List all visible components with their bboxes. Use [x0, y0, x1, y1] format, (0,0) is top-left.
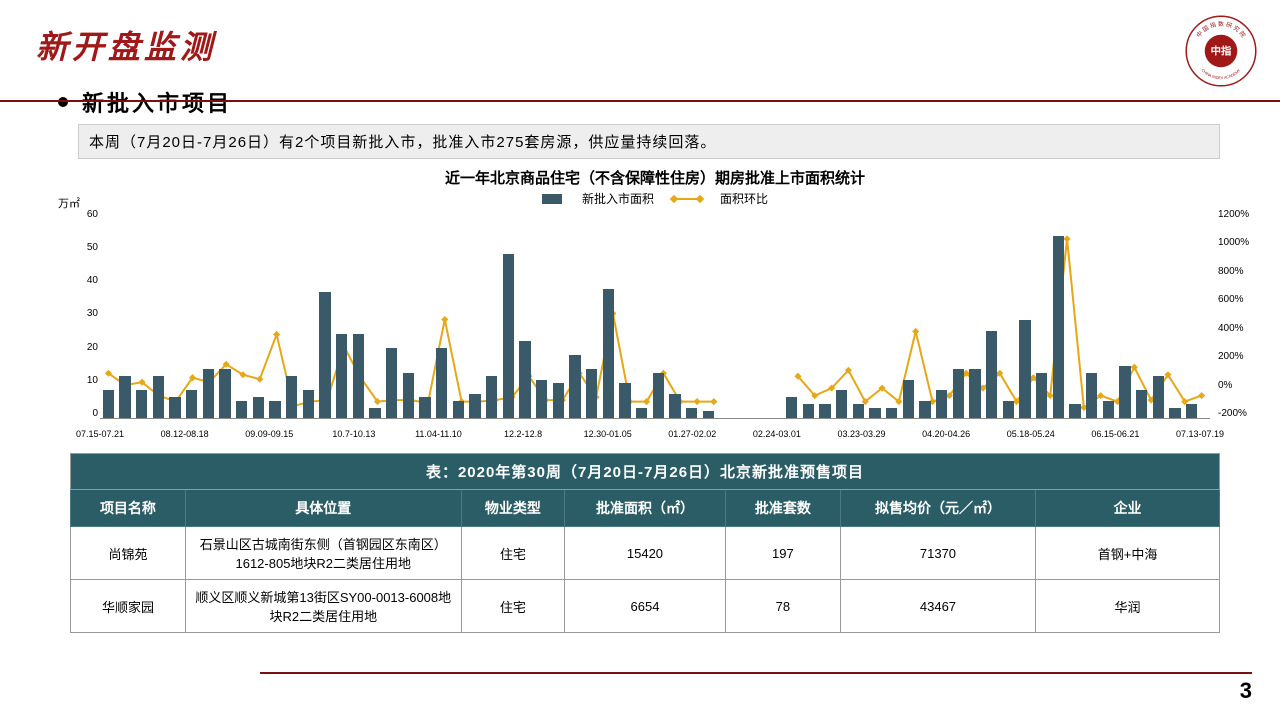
x-axis-labels: 07.15-07.2108.12-08.1809.09-09.1510.7-10…: [100, 421, 1210, 439]
table-header: 拟售均价（元／㎡）: [840, 490, 1035, 527]
table-header: 项目名称: [71, 490, 186, 527]
table-header: 物业类型: [461, 490, 564, 527]
chart-title: 近一年北京商品住宅（不含保障性住房）期房批准上市面积统计: [60, 167, 1250, 188]
table-header: 具体位置: [185, 490, 461, 527]
y-axis-right: 1200%1000%800%600%400%200%0%-200%: [1218, 209, 1258, 419]
legend-line-label: 面积环比: [720, 190, 768, 207]
svg-text:中指: 中指: [1211, 45, 1232, 58]
legend-bar-label: 新批入市面积: [582, 190, 654, 207]
table-header: 批准面积（㎡）: [565, 490, 726, 527]
table-header: 批准套数: [725, 490, 840, 527]
chart-plot: [100, 209, 1210, 419]
footer-rule: [260, 672, 1252, 674]
chart-container: 近一年北京商品住宅（不含保障性住房）期房批准上市面积统计 新批入市面积 面积环比…: [60, 167, 1250, 439]
page-number: 3: [1240, 678, 1252, 704]
bullet-icon: [58, 97, 68, 107]
chart-legend: 新批入市面积 面积环比: [60, 190, 1250, 207]
table-container: 表：2020年第30周（7月20日-7月26日）北京新批准预售项目 项目名称具体…: [70, 453, 1220, 633]
presale-table: 表：2020年第30周（7月20日-7月26日）北京新批准预售项目 项目名称具体…: [70, 453, 1220, 633]
table-row: 尚锦苑石景山区古城南街东侧（首钢园区东南区）1612-805地块R2二类居住用地…: [71, 527, 1220, 580]
svg-text:CHINA INDEX ACADEMY: CHINA INDEX ACADEMY: [1201, 68, 1242, 80]
logo: 中指 中 国 指 数 研 究 院 CHINA INDEX ACADEMY: [1184, 14, 1258, 88]
table-header: 企业: [1036, 490, 1220, 527]
y-axis-left: 6050403020100: [58, 209, 98, 419]
page-title: 新开盘监测: [0, 0, 1280, 68]
header-rule: [0, 100, 1280, 102]
table-row: 华顺家园顺义区顺义新城第13街区SY00-0013-6008地块R2二类居住用地…: [71, 580, 1220, 633]
summary-text: 本周（7月20日-7月26日）有2个项目新批入市，批准入市275套房源，供应量持…: [78, 124, 1220, 159]
section-title: 新批入市项目: [82, 86, 232, 118]
table-title: 表：2020年第30周（7月20日-7月26日）北京新批准预售项目: [71, 454, 1220, 490]
